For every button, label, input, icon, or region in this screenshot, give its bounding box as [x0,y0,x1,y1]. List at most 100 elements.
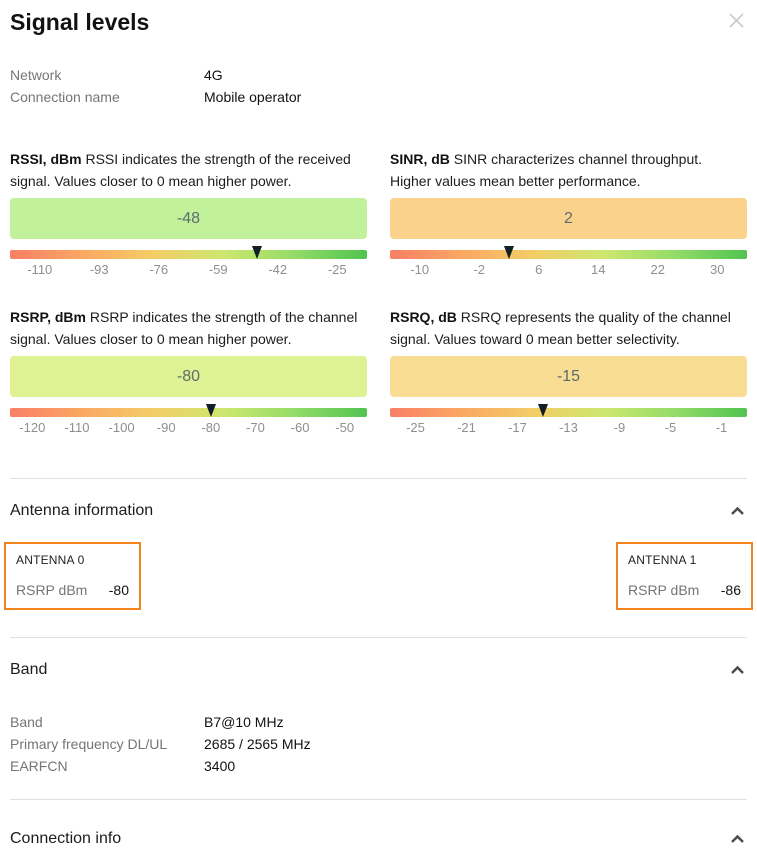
gauge-sinr-description: SINR, dB SINR characterizes channel thro… [390,148,747,192]
gauge-rsrq-value: -15 [556,367,581,385]
antenna-1-title: ANTENNA 1 [628,553,697,567]
tick-label: -2 [473,262,486,277]
gauge-rssi-description: RSSI, dBm RSSI indicates the strength of… [10,148,367,192]
close-button[interactable] [726,10,747,34]
earfcn-row: EARFCN 3400 [10,755,747,777]
antenna-0-card: ANTENNA 0 RSRP dBm -80 [4,542,141,610]
band-section-header[interactable]: Band [10,661,747,679]
tick-label: -10 [410,262,430,277]
earfcn-value: 3400 [204,758,236,774]
network-label: Network [10,67,62,83]
connection-info-collapse-button[interactable] [728,832,747,847]
tick-label: -90 [156,420,176,435]
gauge-rssi-ticks: -110 -93 -76 -59 -42 -25 [10,262,367,278]
tick-label: 14 [591,262,606,277]
tick-label: -110 [64,420,90,435]
tick-label: -21 [457,420,476,435]
gauge-rssi: RSSI, dBm RSSI indicates the strength of… [10,148,367,278]
primary-frequency-value: 2685 / 2565 MHz [204,736,311,752]
gauge-rssi-scale [10,246,367,259]
gauge-rsrp-text: RSRP indicates the strength of the chann… [10,309,358,347]
divider [10,637,747,638]
tick-label: -13 [559,420,578,435]
divider [10,478,747,479]
gauge-rssi-marker-icon [251,246,262,259]
divider [10,799,747,800]
gauge-rsrp-scale [10,404,367,417]
antenna-1-metric-value: -86 [720,582,741,598]
gauge-rssi-value-box: -48 [10,198,367,239]
tick-label: -42 [268,262,288,277]
antenna-1-metric: RSRP dBm -86 [628,582,741,598]
signal-gauges: RSSI, dBm RSSI indicates the strength of… [10,148,747,436]
tick-label: -60 [290,420,310,435]
chevron-up-icon [730,832,745,847]
gauge-rsrq-description: RSRQ, dB RSRQ represents the quality of … [390,306,747,350]
band-collapse-button[interactable] [728,663,747,678]
tick-label: -5 [664,420,677,435]
tick-label: -9 [613,420,626,435]
page-title: Signal levels [10,9,150,35]
primary-frequency-row: Primary frequency DL/UL 2685 / 2565 MHz [10,733,747,755]
gauge-rsrq-text: RSRQ represents the quality of the chann… [390,309,731,347]
gauge-rsrq-value-box: -15 [390,356,747,397]
tick-label: -25 [406,420,425,435]
gauge-rssi-value: -48 [176,209,201,227]
connection-name-label: Connection name [10,89,120,105]
tick-label: -120 [19,420,46,435]
band-section-title: Band [10,661,48,678]
gauge-rsrq-scale [390,404,747,417]
tick-label: -93 [89,262,109,277]
tick-label: -25 [327,262,347,277]
primary-frequency-label: Primary frequency DL/UL [10,736,168,752]
gauge-rssi-title: RSSI, dBm [10,151,82,167]
connection-info-section-header[interactable]: Connection info [10,830,747,848]
gauge-sinr-scale [390,246,747,259]
connection-name-row: Connection name Mobile operator [10,86,747,108]
gauge-rssi-text: RSSI indicates the strength of the recei… [10,151,351,189]
gauge-sinr: SINR, dB SINR characterizes channel thro… [390,148,747,278]
gauge-sinr-ticks: -10 -2 6 14 22 30 [390,262,747,278]
tick-label: -76 [149,262,169,277]
gauge-rsrp-description: RSRP, dBm RSRP indicates the strength of… [10,306,367,350]
gauge-rsrp-value-box: -80 [10,356,367,397]
tick-label: -59 [208,262,228,277]
network-value: 4G [204,67,223,83]
tick-label: -70 [246,420,265,435]
band-value: B7@10 MHz [204,714,284,730]
gauge-rsrq: RSRQ, dB RSRQ represents the quality of … [390,306,747,436]
gauge-sinr-value-box: 2 [390,198,747,239]
close-icon [728,13,745,32]
gauge-rsrp-marker-icon [205,404,216,417]
band-label: Band [10,714,43,730]
gauge-rsrq-title: RSRQ, dB [390,309,457,325]
antenna-0-metric-value: -80 [108,582,129,598]
connection-summary: Network 4G Connection name Mobile operat… [10,64,747,108]
antenna-collapse-button[interactable] [728,504,747,519]
tick-label: 30 [710,262,725,277]
antenna-0-title: ANTENNA 0 [16,553,85,567]
antenna-section-header[interactable]: Antenna information [10,502,747,520]
gauge-rsrq-marker-icon [538,404,548,417]
chevron-up-icon [730,504,745,519]
tick-label: -1 [715,420,728,435]
chevron-up-icon [730,663,745,678]
band-row: Band B7@10 MHz [10,711,747,733]
gauge-rsrp: RSRP, dBm RSRP indicates the strength of… [10,306,367,436]
antenna-0-metric-label: RSRP dBm [16,582,88,598]
earfcn-label: EARFCN [10,758,68,774]
tick-label: 22 [650,262,665,277]
gauge-rsrp-title: RSRP, dBm [10,309,86,325]
connection-name-value: Mobile operator [204,89,302,105]
gauge-sinr-title: SINR, dB [390,151,450,167]
tick-label: -50 [335,420,355,435]
tick-label: -100 [108,420,135,435]
gauge-rsrp-ticks: -120 -110 -100 -90 -80 -70 -60 -50 [10,420,367,436]
antenna-section-title: Antenna information [10,502,154,519]
gauge-rsrq-ticks: -25 -21 -17 -13 -9 -5 -1 [390,420,747,436]
gauge-sinr-text: SINR characterizes channel throughput. H… [390,151,703,189]
antenna-1-card: ANTENNA 1 RSRP dBm -86 [616,542,753,610]
antenna-1-metric-label: RSRP dBm [628,582,700,598]
tick-label: -17 [508,420,527,435]
gauge-sinr-value: 2 [564,209,573,227]
